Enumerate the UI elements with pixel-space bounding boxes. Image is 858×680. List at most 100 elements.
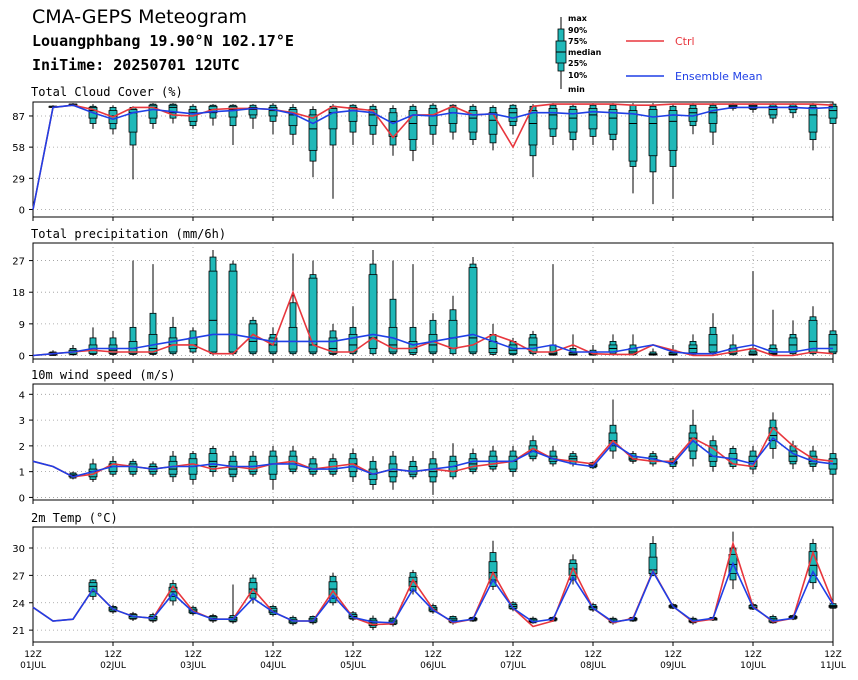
panel-title: Total precipitation (mm/6h) (31, 227, 226, 241)
y-tick-label: 29 (12, 174, 25, 185)
x-tick-label-hour: 12Z (744, 650, 762, 660)
x-tick-label-date: 07JUL (500, 661, 526, 671)
y-tick-label: 9 (19, 320, 25, 331)
x-tick-label-hour: 12Z (344, 650, 362, 660)
box-25-75 (408, 110, 418, 141)
x-tick-label-hour: 12Z (264, 650, 282, 660)
ensemble-mean-line (32, 436, 834, 478)
location-label: Louangphbang 19.90°N 102.17°E (32, 32, 294, 50)
legend-box-label: 10% (568, 71, 587, 80)
box-25-75 (268, 106, 278, 117)
box-25-75 (88, 582, 98, 593)
box-25-75 (648, 109, 658, 157)
x-tick-label-hour: 12Z (504, 650, 522, 660)
x-tick-label-date: 03JUL (180, 661, 206, 671)
x-tick-label-date: 09JUL (660, 661, 686, 671)
legend-mean-label: Ensemble Mean (675, 70, 762, 83)
box-25-75 (308, 277, 318, 353)
y-tick-label: 21 (12, 626, 25, 637)
box-25-75 (768, 105, 778, 116)
box-25-75 (488, 112, 498, 135)
box-25-75 (528, 110, 538, 146)
box-25-75 (508, 455, 518, 470)
box-10-90 (389, 298, 397, 355)
legend-ctrl-label: Ctrl (675, 35, 695, 48)
x-tick-label-date: 06JUL (420, 661, 446, 671)
box-25-75 (228, 105, 238, 118)
box-25-75 (308, 114, 318, 151)
box-25-75 (368, 274, 378, 349)
y-tick-label: 30 (12, 544, 25, 555)
panel-title: 2m Temp (°C) (31, 511, 118, 525)
x-tick-label-hour: 12Z (24, 650, 42, 660)
box-25-75 (408, 466, 418, 475)
box-25-75 (468, 267, 478, 353)
x-tick-label-date: 01JUL (20, 661, 46, 671)
box-25-75 (668, 110, 678, 151)
box-25-75 (548, 108, 558, 130)
y-tick-label: 58 (12, 143, 25, 154)
box-25-75 (708, 333, 718, 353)
x-tick-label-hour: 12Z (424, 650, 442, 660)
box-25-75 (468, 110, 478, 133)
box-25-75 (288, 109, 298, 127)
box-25-75 (808, 319, 818, 353)
box-25-75 (568, 109, 578, 133)
init-time-label: IniTime: 20250701 12UTC (32, 56, 240, 74)
box-25-75 (348, 106, 358, 122)
box-10-90 (129, 326, 137, 355)
x-tick-label-date: 02JUL (100, 661, 126, 671)
box-25-75 (508, 344, 518, 355)
panel-frame (32, 526, 834, 643)
y-tick-label: 87 (12, 112, 25, 123)
ensemble-mean-line (32, 561, 834, 624)
box-10-90 (409, 326, 417, 355)
box-25-75 (608, 109, 618, 135)
legend-box-label: median (568, 48, 602, 57)
box-25-75 (708, 106, 718, 124)
x-tick-label-date: 11JUL (820, 661, 846, 671)
box-25-75 (628, 110, 638, 162)
y-tick-label: 4 (19, 390, 25, 401)
y-tick-label: 3 (19, 416, 25, 427)
box-25-75 (828, 333, 838, 353)
box-25-75 (328, 337, 338, 354)
box-25-75 (288, 326, 298, 353)
legend-box-label: 25% (568, 59, 587, 68)
box-25-75 (228, 270, 238, 353)
legend-box-label: max (568, 14, 588, 23)
box-25-75 (428, 108, 438, 127)
panel-title: Total Cloud Cover (%) (31, 85, 183, 99)
y-tick-label: 0 (19, 493, 25, 504)
x-tick-label-hour: 12Z (584, 650, 602, 660)
y-tick-label: 27 (12, 571, 25, 582)
x-tick-label-hour: 12Z (104, 650, 122, 660)
box-25-75 (128, 463, 138, 473)
box-25-75 (208, 453, 218, 467)
box-25-75 (448, 319, 458, 349)
y-tick-label: 1 (19, 468, 25, 479)
box-25-75 (608, 432, 618, 447)
ctrl-line (32, 103, 834, 210)
box-25-75 (168, 460, 178, 475)
box-25-75 (588, 108, 598, 130)
x-tick-label-date: 08JUL (580, 661, 606, 671)
box-25-75 (208, 270, 218, 353)
box-25-75 (328, 108, 338, 130)
y-tick-label: 18 (12, 288, 25, 299)
box-25-75 (148, 104, 158, 119)
ensemble-mean-line (32, 104, 834, 210)
box-25-75 (168, 104, 178, 114)
chart-title: CMA-GEPS Meteogram (32, 6, 247, 28)
box-25-75 (248, 106, 258, 116)
y-tick-label: 24 (12, 599, 25, 610)
box-25-75 (748, 351, 758, 356)
panel-title: 10m wind speed (m/s) (31, 368, 176, 382)
ensemble-mean-line (32, 333, 833, 357)
box-10-90 (149, 312, 157, 355)
box-25-75 (828, 105, 838, 119)
box-25-75 (508, 108, 518, 122)
legend-box-label: 90% (568, 26, 587, 35)
y-tick-label: 0 (19, 205, 25, 216)
box-25-75 (228, 460, 238, 475)
